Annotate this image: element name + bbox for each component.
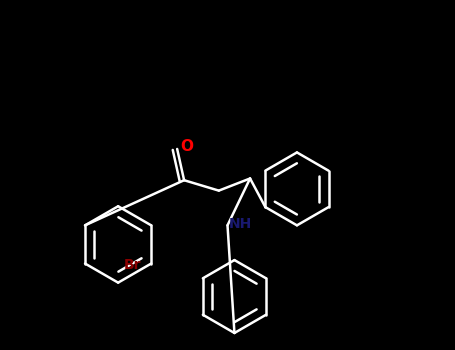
Text: O: O: [180, 139, 193, 154]
Text: NH: NH: [229, 217, 253, 231]
Text: Br: Br: [123, 258, 141, 272]
